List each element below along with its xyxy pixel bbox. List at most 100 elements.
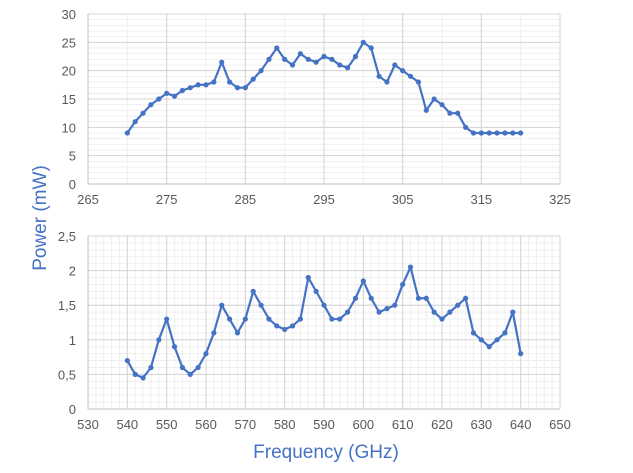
- data-point: [171, 93, 178, 99]
- data-point: [156, 337, 162, 343]
- data-point: [124, 130, 130, 136]
- data-point: [384, 306, 390, 312]
- x-tick-label: 630: [470, 417, 492, 432]
- data-point: [447, 309, 453, 315]
- data-point: [219, 302, 225, 308]
- data-point: [352, 295, 359, 301]
- data-point: [439, 316, 445, 322]
- data-point: [368, 45, 374, 51]
- data-point: [455, 110, 461, 116]
- data-point: [510, 130, 516, 136]
- x-tick-label: 530: [77, 417, 99, 432]
- data-point: [164, 316, 170, 322]
- data-point: [431, 309, 437, 315]
- data-point: [211, 330, 217, 336]
- data-point: [250, 288, 256, 294]
- data-point: [463, 124, 469, 130]
- x-tick-label: 590: [313, 417, 335, 432]
- data-point: [195, 364, 201, 371]
- data-point: [132, 371, 138, 377]
- x-tick-label: 560: [195, 417, 217, 432]
- data-point: [282, 326, 288, 333]
- data-point: [242, 316, 248, 322]
- data-point: [423, 107, 429, 113]
- data-point: [360, 278, 366, 284]
- x-tick-label: 265: [77, 192, 99, 207]
- y-tick-label: 2,5: [58, 229, 76, 244]
- y-tick-label: 1,5: [58, 298, 76, 313]
- data-point: [400, 68, 406, 74]
- y-tick-label: 0: [69, 177, 76, 192]
- data-point: [250, 76, 256, 82]
- data-point: [360, 39, 366, 45]
- x-tick-label: 640: [510, 417, 532, 432]
- data-point: [219, 59, 225, 65]
- y-tick-label: 5: [69, 149, 76, 164]
- data-point: [502, 330, 508, 336]
- data-point: [164, 90, 170, 96]
- y-axis-title: Power (mW): [30, 165, 51, 271]
- y-tick-label: 20: [62, 64, 76, 79]
- data-point: [376, 309, 382, 315]
- data-point: [321, 302, 327, 308]
- data-point: [242, 85, 248, 91]
- data-point: [297, 51, 303, 57]
- data-point: [227, 79, 233, 85]
- data-point: [203, 351, 209, 357]
- y-tick-label: 30: [62, 7, 76, 22]
- data-point: [510, 309, 516, 315]
- data-point: [258, 302, 264, 308]
- data-point: [486, 130, 492, 136]
- data-point: [518, 351, 524, 357]
- data-point: [486, 344, 492, 350]
- data-point: [266, 316, 272, 322]
- series-markers-top: [124, 39, 524, 136]
- y-tick-label: 1: [69, 333, 76, 348]
- data-point: [329, 316, 335, 322]
- data-point: [502, 130, 508, 136]
- data-point: [407, 73, 414, 79]
- data-point: [337, 316, 343, 322]
- data-point: [179, 87, 185, 94]
- data-point: [234, 85, 241, 91]
- data-point: [258, 68, 264, 74]
- data-point: [289, 62, 296, 68]
- data-point: [179, 364, 185, 371]
- data-point: [345, 309, 351, 315]
- data-point: [140, 110, 146, 116]
- data-point: [297, 316, 303, 322]
- data-point: [171, 344, 178, 350]
- data-point: [384, 79, 390, 85]
- data-point: [313, 59, 319, 65]
- data-point: [211, 79, 217, 85]
- x-tick-label: 580: [274, 417, 296, 432]
- data-point: [478, 130, 484, 136]
- data-point: [415, 295, 421, 301]
- chart-bottom: 530 540 550 560 570 580 590 600 610 620 630 640 650 0…: [58, 229, 571, 432]
- data-point: [148, 364, 154, 371]
- data-point: [518, 130, 524, 136]
- data-point: [376, 73, 382, 79]
- data-point: [415, 79, 421, 85]
- data-point: [203, 82, 209, 88]
- data-point: [392, 302, 398, 308]
- series-markers-bottom: [124, 264, 524, 381]
- data-point: [494, 337, 500, 343]
- data-point: [392, 62, 398, 68]
- x-tick-label: 540: [116, 417, 138, 432]
- data-point: [470, 330, 477, 336]
- data-point: [345, 65, 351, 71]
- x-tick-label: 285: [234, 192, 256, 207]
- data-point: [132, 119, 138, 125]
- data-point: [195, 82, 201, 88]
- data-point: [187, 371, 193, 377]
- data-point: [337, 62, 343, 68]
- data-point: [156, 96, 162, 102]
- data-point: [447, 110, 453, 116]
- data-point: [431, 96, 437, 102]
- data-point: [463, 295, 469, 301]
- data-point: [124, 357, 130, 364]
- data-point: [470, 130, 477, 136]
- data-point: [305, 56, 311, 62]
- data-point: [455, 302, 461, 308]
